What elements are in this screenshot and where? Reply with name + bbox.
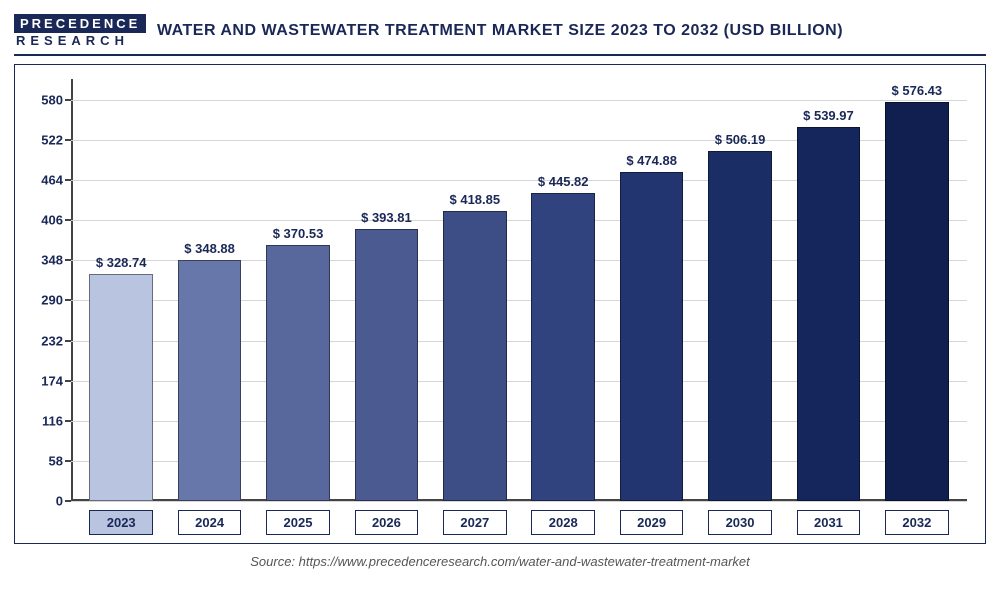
bar: $ 445.82 [531,193,595,501]
x-label-box: 2030 [696,510,784,535]
x-label: 2028 [531,510,595,535]
bar-value-label: $ 418.85 [450,192,501,207]
bar: $ 474.88 [620,172,684,501]
bar-value-label: $ 445.82 [538,174,589,189]
bar: $ 328.74 [89,274,153,501]
bar-wrap: $ 506.19 [696,79,784,501]
x-label: 2031 [797,510,861,535]
bar-wrap: $ 393.81 [342,79,430,501]
bar: $ 348.88 [178,260,242,501]
x-label: 2026 [355,510,419,535]
bar-value-label: $ 348.88 [184,241,235,256]
chart-title: WATER AND WASTEWATER TREATMENT MARKET SI… [14,22,986,40]
chart-container: PRECEDENCE RESEARCH WATER AND WASTEWATER… [0,0,1000,592]
x-label: 2027 [443,510,507,535]
header: PRECEDENCE RESEARCH WATER AND WASTEWATER… [14,10,986,56]
chart-frame: 058116174232290348406464522580 $ 328.74$… [14,64,986,544]
bar: $ 418.85 [443,211,507,501]
x-label-box: 2029 [607,510,695,535]
bar-value-label: $ 506.19 [715,132,766,147]
bar-value-label: $ 328.74 [96,255,147,270]
bar-wrap: $ 445.82 [519,79,607,501]
x-label-box: 2024 [165,510,253,535]
x-axis-labels: 2023 2024 2025 2026 2027 2028 2029 2030 2031 2032 [71,510,967,535]
bar-wrap: $ 418.85 [431,79,519,501]
source-text: Source: https://www.precedenceresearch.c… [14,554,986,569]
gridline [71,501,967,502]
bar: $ 539.97 [797,127,861,501]
x-label: 2023 [89,510,153,535]
bar-wrap: $ 370.53 [254,79,342,501]
x-label-box: 2026 [342,510,430,535]
x-label: 2025 [266,510,330,535]
bar: $ 393.81 [355,229,419,501]
x-label-box: 2032 [873,510,961,535]
bar-wrap: $ 474.88 [607,79,695,501]
bar-wrap: $ 348.88 [165,79,253,501]
bar-value-label: $ 370.53 [273,226,324,241]
bar-wrap: $ 576.43 [873,79,961,501]
plot-area: 058116174232290348406464522580 $ 328.74$… [71,79,967,501]
bar: $ 576.43 [885,102,949,501]
x-label-box: 2023 [77,510,165,535]
x-label: 2024 [178,510,242,535]
bar-wrap: $ 539.97 [784,79,872,501]
bar: $ 506.19 [708,151,772,501]
bar-value-label: $ 393.81 [361,210,412,225]
x-label-box: 2025 [254,510,342,535]
bars-group: $ 328.74 $ 348.88 $ 370.53 $ 393.81 $ 418.85… [71,79,967,501]
x-label-box: 2027 [431,510,519,535]
x-label-box: 2031 [784,510,872,535]
x-label: 2029 [620,510,684,535]
bar-value-label: $ 474.88 [626,153,677,168]
bar: $ 370.53 [266,245,330,501]
x-label-box: 2028 [519,510,607,535]
bar-value-label: $ 576.43 [892,83,943,98]
bar-value-label: $ 539.97 [803,108,854,123]
bar-wrap: $ 328.74 [77,79,165,501]
x-label: 2030 [708,510,772,535]
x-label: 2032 [885,510,949,535]
